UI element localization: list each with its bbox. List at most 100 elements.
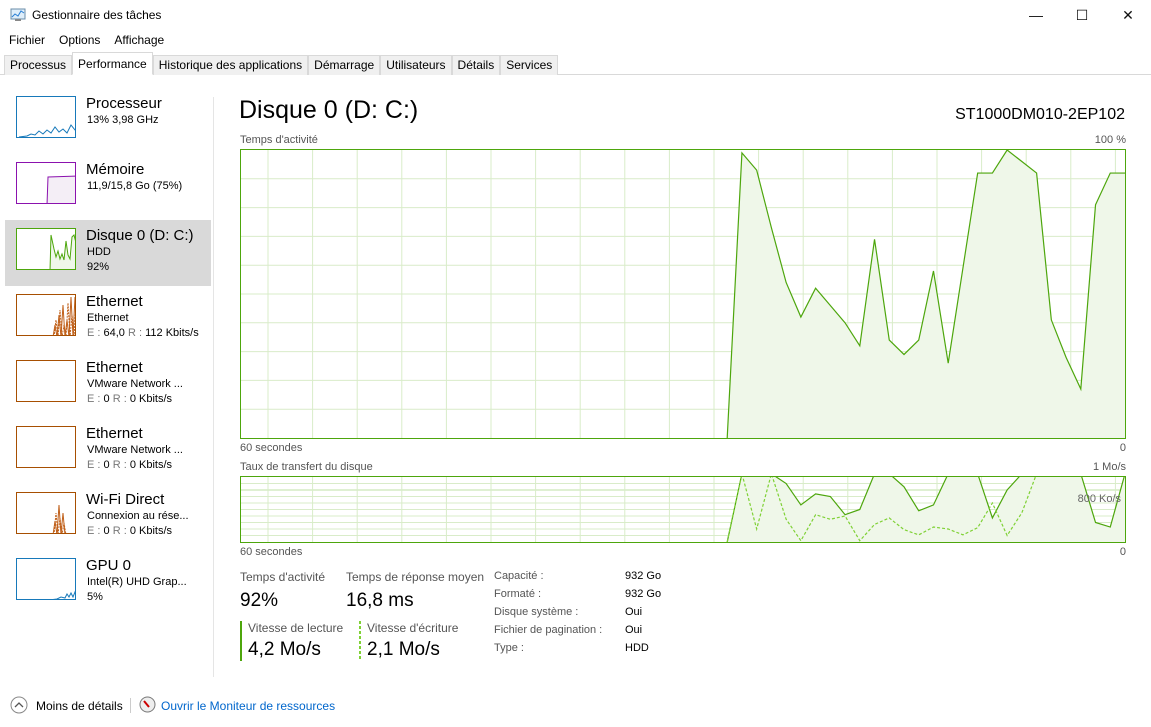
send-label: E : [87,525,101,537]
active-time-chart [240,149,1126,439]
property-value: 932 Go [625,588,662,600]
read-speed-value: 4,2 Mo/s [248,639,321,660]
response-time-value: 16,8 ms [346,590,414,611]
recv-label: R : [112,525,127,537]
recv-value: 0 Kbits/s [129,459,173,471]
close-button[interactable]: ✕ [1122,6,1134,23]
task-manager-icon [10,8,26,21]
property-label: Formaté : [494,588,542,600]
sidebar-item-ethernet[interactable]: Ethernet Ethernet E : 64,0 R : 112 Kbits/s [5,286,211,352]
sidebar-item-detail: Intel(R) UHD Grap... [87,576,187,588]
window-title: Gestionnaire des tâches [32,8,162,22]
maximize-button[interactable]: ☐ [1075,6,1089,23]
sidebar-item-name: Ethernet [86,293,143,310]
send-label: E : [87,393,101,405]
chart1-min: 0 [1119,442,1126,454]
sidebar-item-detail: Ethernet [87,312,129,324]
sidebar-item-detail: 11,9/15,8 Go (75%) [87,180,183,192]
sidebar-item-gpu-0[interactable]: GPU 0 Intel(R) UHD Grap... 5% [5,550,211,616]
thumbnail-graph [16,228,76,270]
active-time-label: Temps d'activité [240,570,325,584]
property-label: Capacité : [494,570,544,582]
resource-sidebar: Processeur 13% 3,98 GHz Mémoire 11,9/15,8 G… [5,88,211,616]
resource-monitor-icon [139,696,156,713]
sidebar-item-name: Ethernet [86,425,143,442]
recv-value: 112 Kbits/s [145,327,199,339]
sidebar-item-ethernet[interactable]: Ethernet VMware Network ... E : 0 R : 0 Kb… [5,352,211,418]
sidebar-item-name: Disque 0 (D: C:) [86,227,194,244]
recv-value: 0 Kbits/s [129,393,173,405]
sidebar-item-value: 92% [87,261,110,273]
tab-processus[interactable]: Processus [4,55,73,75]
property-value: HDD [625,642,649,654]
area-fill [727,476,1125,542]
resource-monitor-link[interactable]: Ouvrir le Moniteur de ressources [161,699,336,713]
sidebar-item-processeur[interactable]: Processeur 13% 3,98 GHz [5,88,211,154]
divider [130,698,131,713]
sidebar-item-throughput: E : 0 R : 0 Kbits/s [87,459,172,471]
chevron-up-icon[interactable] [10,696,28,714]
menu-bar: Fichier Options Affichage [0,31,169,49]
title-bar: Gestionnaire des tâches — ☐ ✕ [0,0,1151,30]
chart-border [240,149,1126,439]
tab-services[interactable]: Services [500,55,559,75]
thumbnail-graph [16,294,76,336]
divider [213,97,214,677]
property-label: Fichier de pagination : [494,624,603,636]
sidebar-item-detail: HDD [87,246,111,258]
sidebar-item-ethernet[interactable]: Ethernet VMware Network ... E : 0 R : 0 Kb… [5,418,211,484]
send-label: E : [87,327,101,339]
thumbnail-graph [16,162,76,204]
send-value: 0 [103,393,110,405]
sidebar-item-m-moire[interactable]: Mémoire 11,9/15,8 Go (75%) [5,154,211,220]
read-speed-label: Vitesse de lecture [248,621,344,635]
series-line-0 [726,149,1125,439]
menu-file[interactable]: Fichier [9,33,46,47]
thumbnail-graph [16,360,76,402]
footer: Moins de détails Ouvrir le Moniteur de r… [0,694,1151,718]
send-value: 64,0 [103,327,125,339]
sidebar-item-detail: VMware Network ... [87,378,183,390]
sidebar-item-value: 5% [87,591,103,603]
chart2-min: 0 [1119,546,1126,558]
tab-utilisateurs[interactable]: Utilisateurs [380,55,452,75]
response-time-label: Temps de réponse moyen [346,570,485,584]
send-value: 0 [103,525,110,537]
chart2-label: Taux de transfert du disque [240,461,373,473]
minimize-button[interactable]: — [1029,7,1043,23]
menu-options[interactable]: Options [59,33,101,47]
send-value: 0 [103,459,110,471]
recv-value: 0 Kbits/s [129,525,173,537]
tab-performance[interactable]: Performance [72,52,153,75]
chart1-time: 60 secondes [240,442,303,454]
write-speed-value: 2,1 Mo/s [367,639,440,660]
sidebar-item-wi-fi-direct[interactable]: Wi-Fi Direct Connexion au rése... E : 0 R … [5,484,211,550]
recv-label: R : [112,459,127,471]
series-line-1 [726,476,1037,543]
thumbnail-graph [16,492,76,534]
chart2-mid: 800 Ko/s [1077,493,1121,505]
tab-d-tails[interactable]: Détails [451,55,501,75]
chart-border [240,476,1126,543]
menu-view[interactable]: Affichage [114,33,165,47]
write-speed-label: Vitesse d'écriture [367,621,459,635]
transfer-rate-chart [240,476,1126,543]
chart2-time: 60 secondes [240,546,303,558]
sidebar-item-throughput: E : 0 R : 0 Kbits/s [87,525,172,537]
less-details-button[interactable]: Moins de détails [36,699,123,713]
sidebar-item-disque-0-d-c-[interactable]: Disque 0 (D: C:) HDD 92% [5,220,211,286]
sidebar-item-detail: 13% 3,98 GHz [87,114,159,126]
property-value: Oui [625,624,643,636]
chart2-max: 1 Mo/s [1092,461,1126,473]
property-value: Oui [625,606,643,618]
sidebar-item-detail: VMware Network ... [87,444,183,456]
property-label: Disque système : [494,606,579,618]
tab-historique-des-applications[interactable]: Historique des applications [152,55,309,75]
series-line-0 [726,476,1126,543]
sidebar-item-throughput: E : 0 R : 0 Kbits/s [87,393,172,405]
active-time-value: 92% [240,590,279,611]
thumbnail-graph [16,558,76,600]
tab-d-marrage[interactable]: Démarrage [308,55,381,75]
sidebar-item-name: GPU 0 [86,557,132,574]
sidebar-item-name: Wi-Fi Direct [86,491,165,508]
